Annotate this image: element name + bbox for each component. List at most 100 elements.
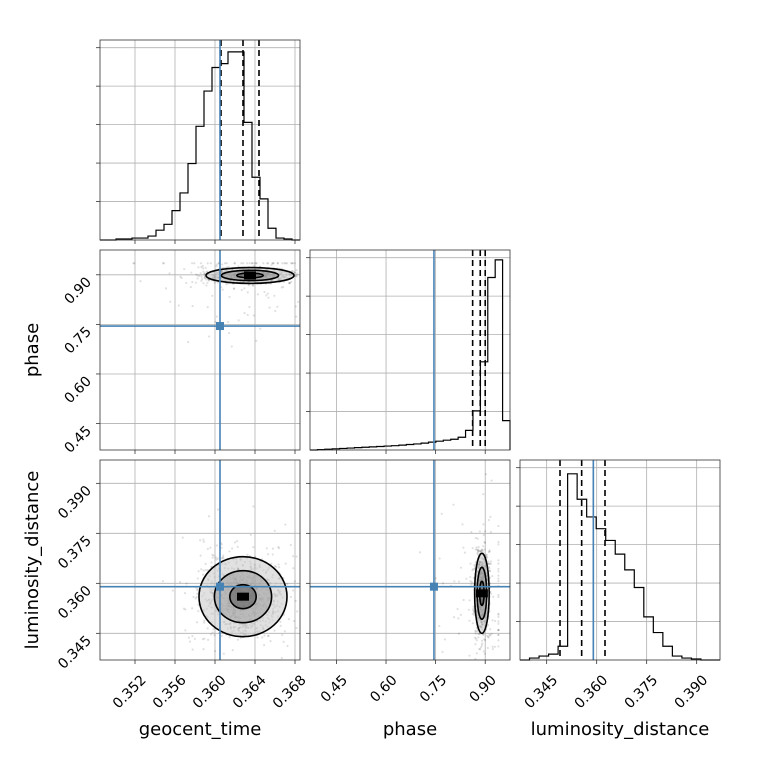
- sample-point: [194, 281, 197, 284]
- sample-point: [221, 266, 224, 269]
- sample-point: [246, 553, 249, 556]
- ylabel-luminosity-distance: luminosity_distance: [22, 471, 43, 650]
- sample-point: [488, 570, 491, 573]
- sample-point: [483, 541, 487, 544]
- sample-point: [255, 339, 258, 342]
- sample-point: [490, 632, 493, 636]
- sample-point: [252, 505, 255, 508]
- sample-point: [201, 573, 205, 576]
- sample-point: [476, 552, 479, 555]
- ylabel-phase: phase: [22, 323, 43, 377]
- sample-point: [217, 262, 220, 265]
- sample-point: [205, 270, 208, 274]
- sample-point: [273, 529, 276, 532]
- sample-point: [484, 554, 488, 557]
- panel-frame: [99, 249, 301, 451]
- sample-point: [474, 629, 477, 632]
- sample-point: [202, 538, 205, 541]
- sample-point: [267, 553, 270, 556]
- sample-point: [475, 546, 478, 549]
- sample-point: [480, 642, 484, 645]
- sample-point: [497, 577, 500, 580]
- sample-point: [471, 546, 474, 550]
- sample-point: [233, 262, 237, 265]
- xlabel-geocent-time: geocent_time: [139, 719, 262, 740]
- sample-point: [290, 280, 293, 284]
- sample-point: [193, 637, 197, 641]
- sample-point: [196, 589, 199, 592]
- sample-point: [497, 580, 500, 583]
- sample-point: [283, 262, 286, 265]
- sample-point: [200, 279, 203, 283]
- sample-point: [205, 284, 208, 287]
- sample-point: [132, 262, 135, 265]
- sample-point: [453, 580, 456, 583]
- sample-point: [475, 652, 478, 655]
- sample-point: [227, 265, 230, 269]
- sample-point: [253, 262, 256, 265]
- scatter-points: [419, 473, 500, 660]
- density-peak: [237, 592, 249, 601]
- sample-point: [263, 634, 266, 637]
- sample-point: [284, 562, 287, 565]
- sample-point: [202, 540, 205, 543]
- sample-point: [191, 607, 194, 610]
- sample-point: [472, 609, 475, 612]
- sample-point: [261, 636, 264, 639]
- sample-point: [276, 305, 279, 308]
- sample-point: [279, 620, 282, 623]
- sample-point: [199, 539, 202, 542]
- sample-point: [184, 629, 187, 632]
- sample-point: [480, 549, 484, 552]
- sample-point: [196, 577, 199, 580]
- sample-point: [474, 561, 477, 564]
- sample-point: [480, 550, 483, 554]
- sample-point: [477, 632, 480, 636]
- sample-point: [242, 262, 245, 265]
- panel-frame: [309, 249, 511, 451]
- sample-point: [497, 628, 500, 632]
- sample-point: [285, 262, 289, 265]
- sample-point: [487, 518, 491, 522]
- sample-point: [477, 550, 480, 554]
- sample-point: [282, 640, 285, 644]
- sample-point: [233, 262, 236, 265]
- sample-point: [477, 548, 480, 551]
- sample-point: [497, 633, 500, 637]
- sample-point: [230, 345, 233, 348]
- sample-point: [215, 544, 218, 547]
- histogram-geocent_time: [100, 51, 300, 241]
- sample-point: [215, 265, 218, 268]
- sample-point: [497, 524, 500, 528]
- sample-point: [488, 550, 491, 553]
- sample-point: [211, 294, 214, 297]
- sample-point: [206, 281, 209, 284]
- sample-point: [438, 624, 441, 628]
- sample-point: [489, 560, 493, 563]
- sample-point: [232, 287, 236, 290]
- sample-point: [476, 537, 479, 540]
- sample-point: [191, 304, 194, 308]
- sample-point: [240, 288, 243, 292]
- panel-distance-vs-geocent-time: [96, 459, 301, 664]
- sample-point: [488, 562, 491, 565]
- sample-point: [191, 280, 194, 284]
- sample-point: [284, 262, 287, 265]
- sample-point: [482, 523, 485, 526]
- sample-point: [205, 278, 208, 281]
- sample-point: [296, 610, 299, 613]
- sample-point: [259, 327, 262, 330]
- sample-point: [419, 551, 422, 554]
- sample-point: [206, 262, 209, 265]
- sample-point: [267, 262, 270, 265]
- sample-point: [457, 617, 460, 620]
- sample-point: [220, 557, 223, 560]
- sample-point: [497, 613, 500, 616]
- sample-point: [206, 547, 209, 550]
- sample-point: [470, 581, 474, 584]
- sample-point: [194, 597, 197, 600]
- sample-point: [468, 654, 471, 657]
- sample-point: [248, 305, 251, 309]
- sample-point: [479, 550, 482, 553]
- sample-point: [214, 649, 217, 653]
